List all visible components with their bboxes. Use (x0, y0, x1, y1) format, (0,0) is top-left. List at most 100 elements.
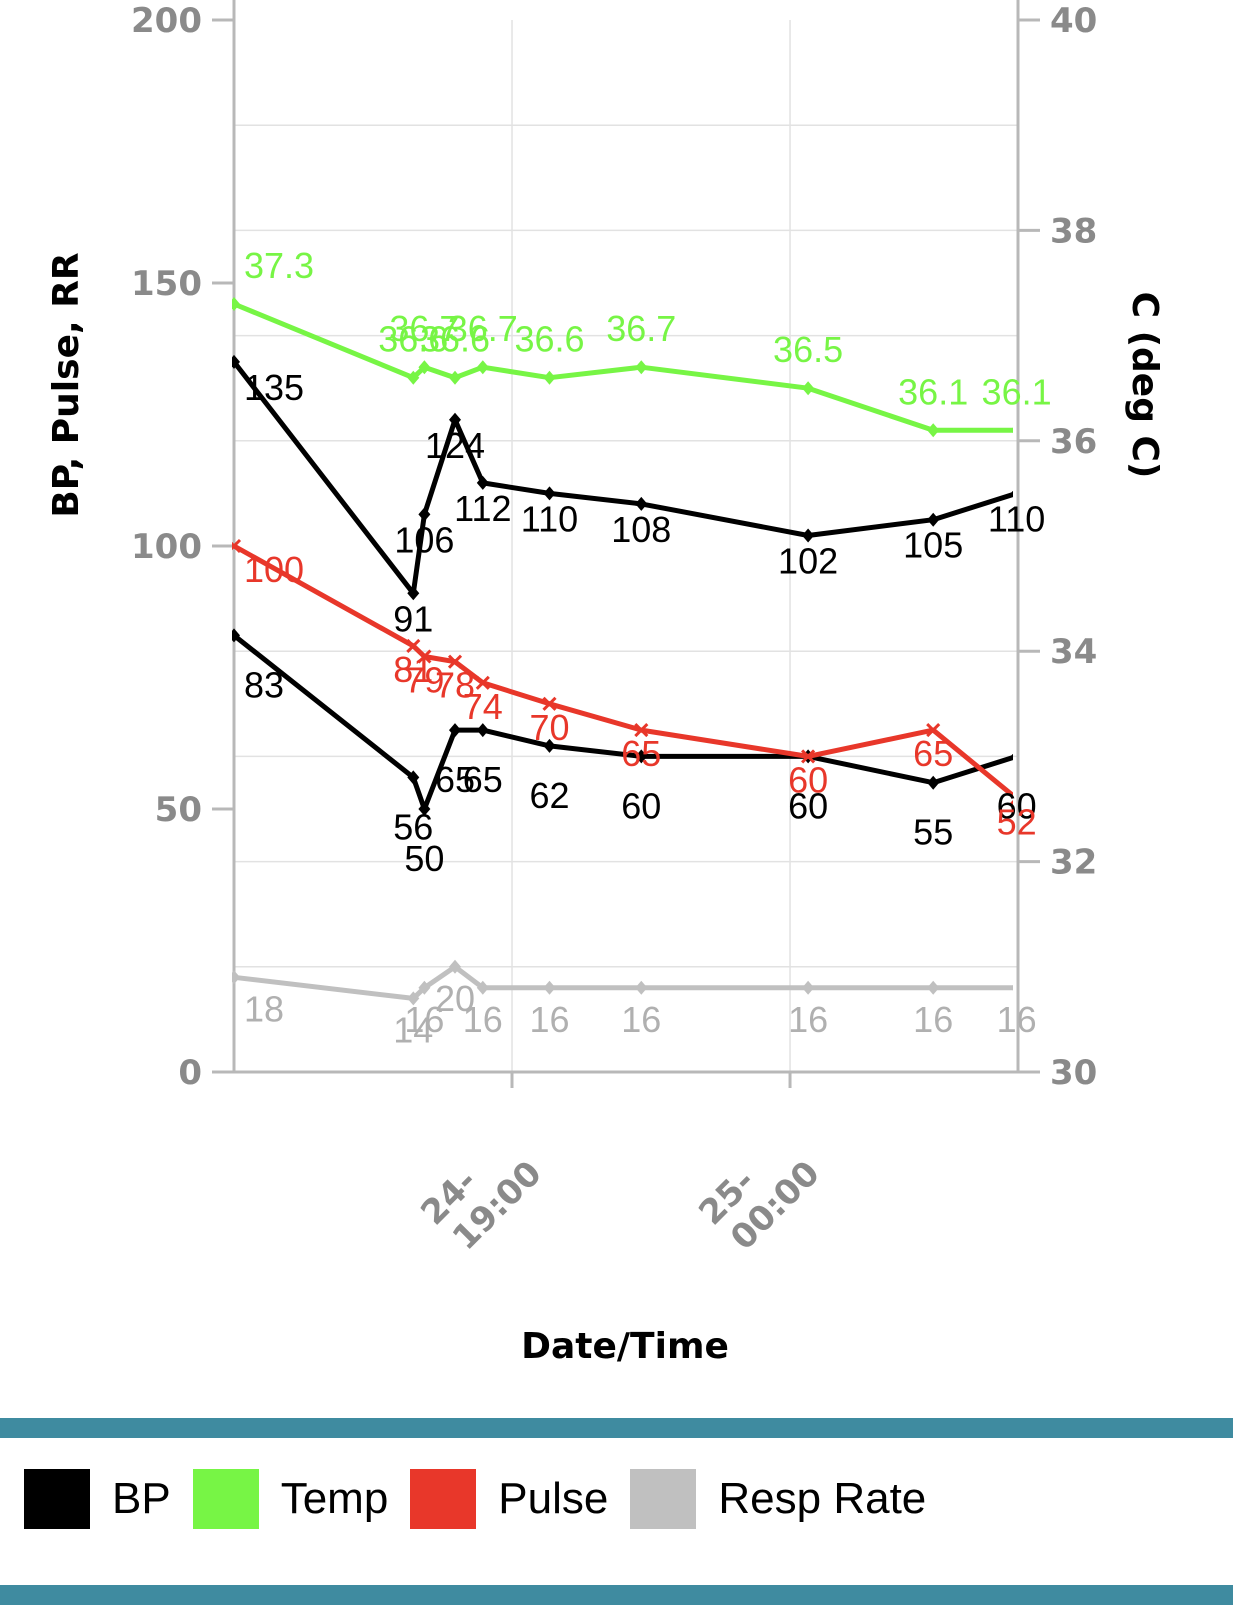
marker-diamond (1094, 371, 1106, 385)
y-right-tick-label: 32 (1050, 843, 1097, 883)
data-label-resp-rate: 18 (244, 988, 284, 1029)
data-label-temp: 36.5 (773, 329, 843, 370)
marker-diamond (1010, 984, 1013, 991)
marker-diamond (635, 749, 648, 764)
point-resp-rate (1010, 984, 1013, 991)
data-label-pulse: 81 (393, 649, 433, 690)
data-label-resp-rate: 16 (621, 999, 661, 1040)
point-temp (543, 370, 556, 385)
data-label-systolic-bp: 105 (903, 525, 963, 566)
point-resp-rate (543, 980, 556, 995)
marker-stroke (926, 723, 941, 738)
point-temp (802, 381, 815, 396)
point-diastolic-bp (449, 723, 461, 738)
point-resp-rate (1094, 981, 1106, 995)
grid-lines (234, 20, 1018, 1072)
legend-bottom-band (0, 1585, 1233, 1605)
point-diastolic-bp (1010, 753, 1013, 760)
data-label-resp-rate: 20 (435, 978, 475, 1019)
legend-top-band (0, 1418, 1233, 1438)
data-label-systolic-bp: 124 (425, 425, 485, 466)
y-right-tick-label: 38 (1050, 211, 1097, 251)
data-label-systolic-bp: 108 (611, 509, 671, 550)
legend-item-pulse[interactable]: Pulse (410, 1469, 608, 1529)
data-label-temp: 36.7 (389, 308, 459, 349)
marker-diamond (232, 970, 240, 985)
data-label-temp: 36.1 (898, 371, 968, 412)
marker-stroke (406, 638, 421, 653)
y-left-tick-label: 0 (178, 1053, 202, 1093)
x-tick-label: 24-19:00 (413, 1153, 549, 1258)
marker-diamond (407, 370, 420, 385)
point-diastolic-bp (407, 770, 420, 785)
data-label-diastolic-bp: 60 (997, 785, 1037, 826)
point-systolic-bp (232, 354, 240, 369)
marker-diamond (407, 991, 420, 1006)
marker-diamond (1094, 981, 1106, 995)
legend-label-temp: Temp (280, 1474, 389, 1523)
data-label-diastolic-bp: 56 (393, 806, 433, 847)
data-label-diastolic-bp: 60 (788, 785, 828, 826)
marker-diamond (927, 980, 940, 995)
vitals-chart: 37.336.636.736.636.736.6 36.736.536.1 36.1… (46, 0, 1165, 1367)
marker-diamond (927, 775, 940, 790)
point-pulse (634, 723, 649, 738)
data-label-diastolic-bp: 62 (529, 775, 569, 816)
point-systolic-bp (407, 586, 420, 601)
data-label-temp: 36.6 (378, 319, 448, 360)
marker-stroke (232, 538, 242, 551)
legend-swatch-resp-rate (630, 1469, 697, 1529)
data-label-pulse: 74 (463, 686, 503, 727)
marker-stroke (1009, 799, 1013, 806)
point-pulse (475, 675, 490, 690)
point-resp-rate (635, 980, 648, 995)
point-temp (476, 360, 489, 375)
point-pulse (447, 654, 463, 669)
data-label-temp: 36.1 (982, 371, 1052, 412)
point-systolic-bp (802, 528, 815, 543)
legend-item-resp-rate[interactable]: Resp Rate (630, 1469, 926, 1529)
marker-diamond (232, 354, 240, 369)
marker-diamond (407, 770, 420, 785)
marker-diamond (232, 628, 240, 643)
point-pulse (406, 638, 421, 653)
marker-diamond (449, 412, 461, 427)
point-diastolic-bp (635, 749, 648, 764)
marker-diamond (418, 980, 431, 995)
data-label-diastolic-bp: 65 (463, 759, 503, 800)
point-temp (418, 360, 431, 375)
point-systolic-bp (476, 475, 489, 490)
y-axis-left-title: BP, Pulse, RR (46, 252, 87, 517)
y-left-tick-label: 50 (155, 790, 202, 830)
marker-diamond (418, 507, 431, 522)
data-label-diastolic-bp: 60 (621, 785, 661, 826)
series-layer (232, 297, 1106, 1006)
point-pulse (801, 749, 816, 764)
legend-item-temp[interactable]: Temp (192, 1469, 389, 1529)
point-systolic-bp (543, 486, 556, 501)
axes (212, 0, 1040, 1088)
data-label-pulse: 100 (244, 549, 304, 590)
point-resp-rate (418, 980, 431, 995)
data-label-pulse: 79 (404, 660, 444, 701)
marker-diamond (1010, 427, 1013, 434)
legend-item-bp[interactable]: BP (24, 1469, 171, 1529)
point-systolic-bp (1010, 490, 1013, 497)
point-systolic-bp (449, 412, 461, 427)
point-diastolic-bp (543, 738, 556, 753)
marker-stroke (475, 675, 490, 690)
marker-diamond (407, 586, 420, 601)
data-label-resp-rate: 16 (913, 999, 953, 1040)
data-label-temp: 37.3 (244, 245, 314, 286)
data-label-pulse: 65 (913, 733, 953, 774)
point-systolic-bp (418, 507, 431, 522)
point-pulse (417, 649, 432, 664)
marker-stroke (634, 723, 649, 738)
marker-diamond (476, 723, 489, 738)
y-left-tick-label: 150 (131, 264, 202, 304)
data-label-systolic-bp: 110 (521, 498, 578, 539)
point-pulse (926, 723, 941, 738)
legend-swatch-pulse (410, 1469, 477, 1529)
data-label-temp: 36.7 (606, 308, 676, 349)
marker-diamond (476, 360, 489, 375)
